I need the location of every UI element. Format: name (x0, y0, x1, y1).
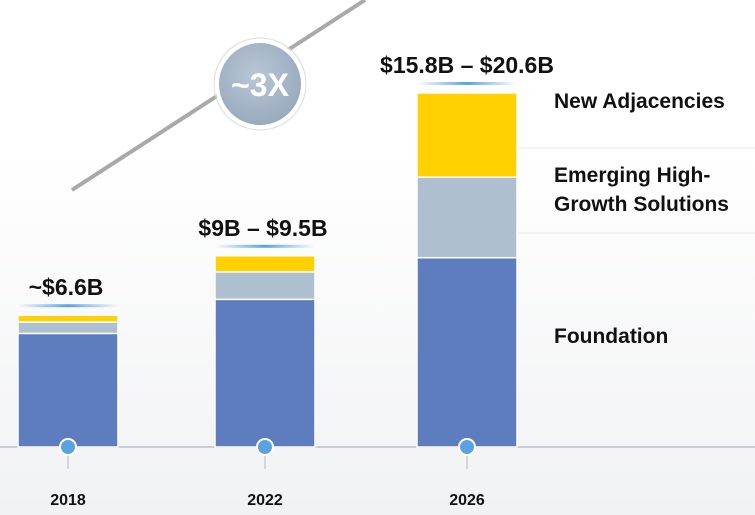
growth-badge: ~3X (213, 37, 307, 131)
bar-new-adjacencies-2018 (17, 314, 119, 323)
axis-marker-2018 (59, 438, 77, 456)
axis-marker-2022 (256, 438, 274, 456)
bar-emerging-high-growth-solutions-2022 (214, 271, 316, 301)
bar-foundation-2022 (214, 298, 316, 448)
bars-group (17, 92, 518, 448)
growth-badge-circle (215, 39, 305, 129)
total-underline-2026 (417, 81, 517, 85)
total-label-2022: $9B – $9.5B (198, 215, 327, 241)
labels-group: ~$6.6B 2018 $9B – $9.5B 2022 $15.8B – $20.6B… (18, 52, 554, 509)
growth-badge-label: ~3X (231, 67, 289, 103)
total-underline-2018 (18, 304, 118, 308)
category-label-2022: 2022 (247, 492, 283, 509)
bar-foundation-2026 (416, 256, 518, 448)
category-label-2026: 2026 (449, 492, 485, 509)
bar-new-adjacencies-2026 (416, 92, 518, 178)
bar-foundation-2018 (17, 332, 119, 448)
total-label-2026: $15.8B – $20.6B (380, 52, 554, 78)
bar-new-adjacencies-2022 (214, 255, 316, 273)
legend-label-emerging-solutions: Emerging High- Growth Solutions (554, 164, 729, 216)
total-underline-2022 (215, 244, 315, 248)
total-label-2018: ~$6.6B (29, 274, 104, 300)
bar-emerging-high-growth-solutions-2018 (17, 321, 119, 335)
legend-label-foundation: Foundation (554, 325, 668, 348)
legend-label-new-adjacencies: New Adjacencies (554, 90, 725, 113)
bar-emerging-high-growth-solutions-2026 (416, 176, 518, 259)
category-label-2018: 2018 (50, 492, 86, 509)
axis-marker-2026 (458, 438, 476, 456)
